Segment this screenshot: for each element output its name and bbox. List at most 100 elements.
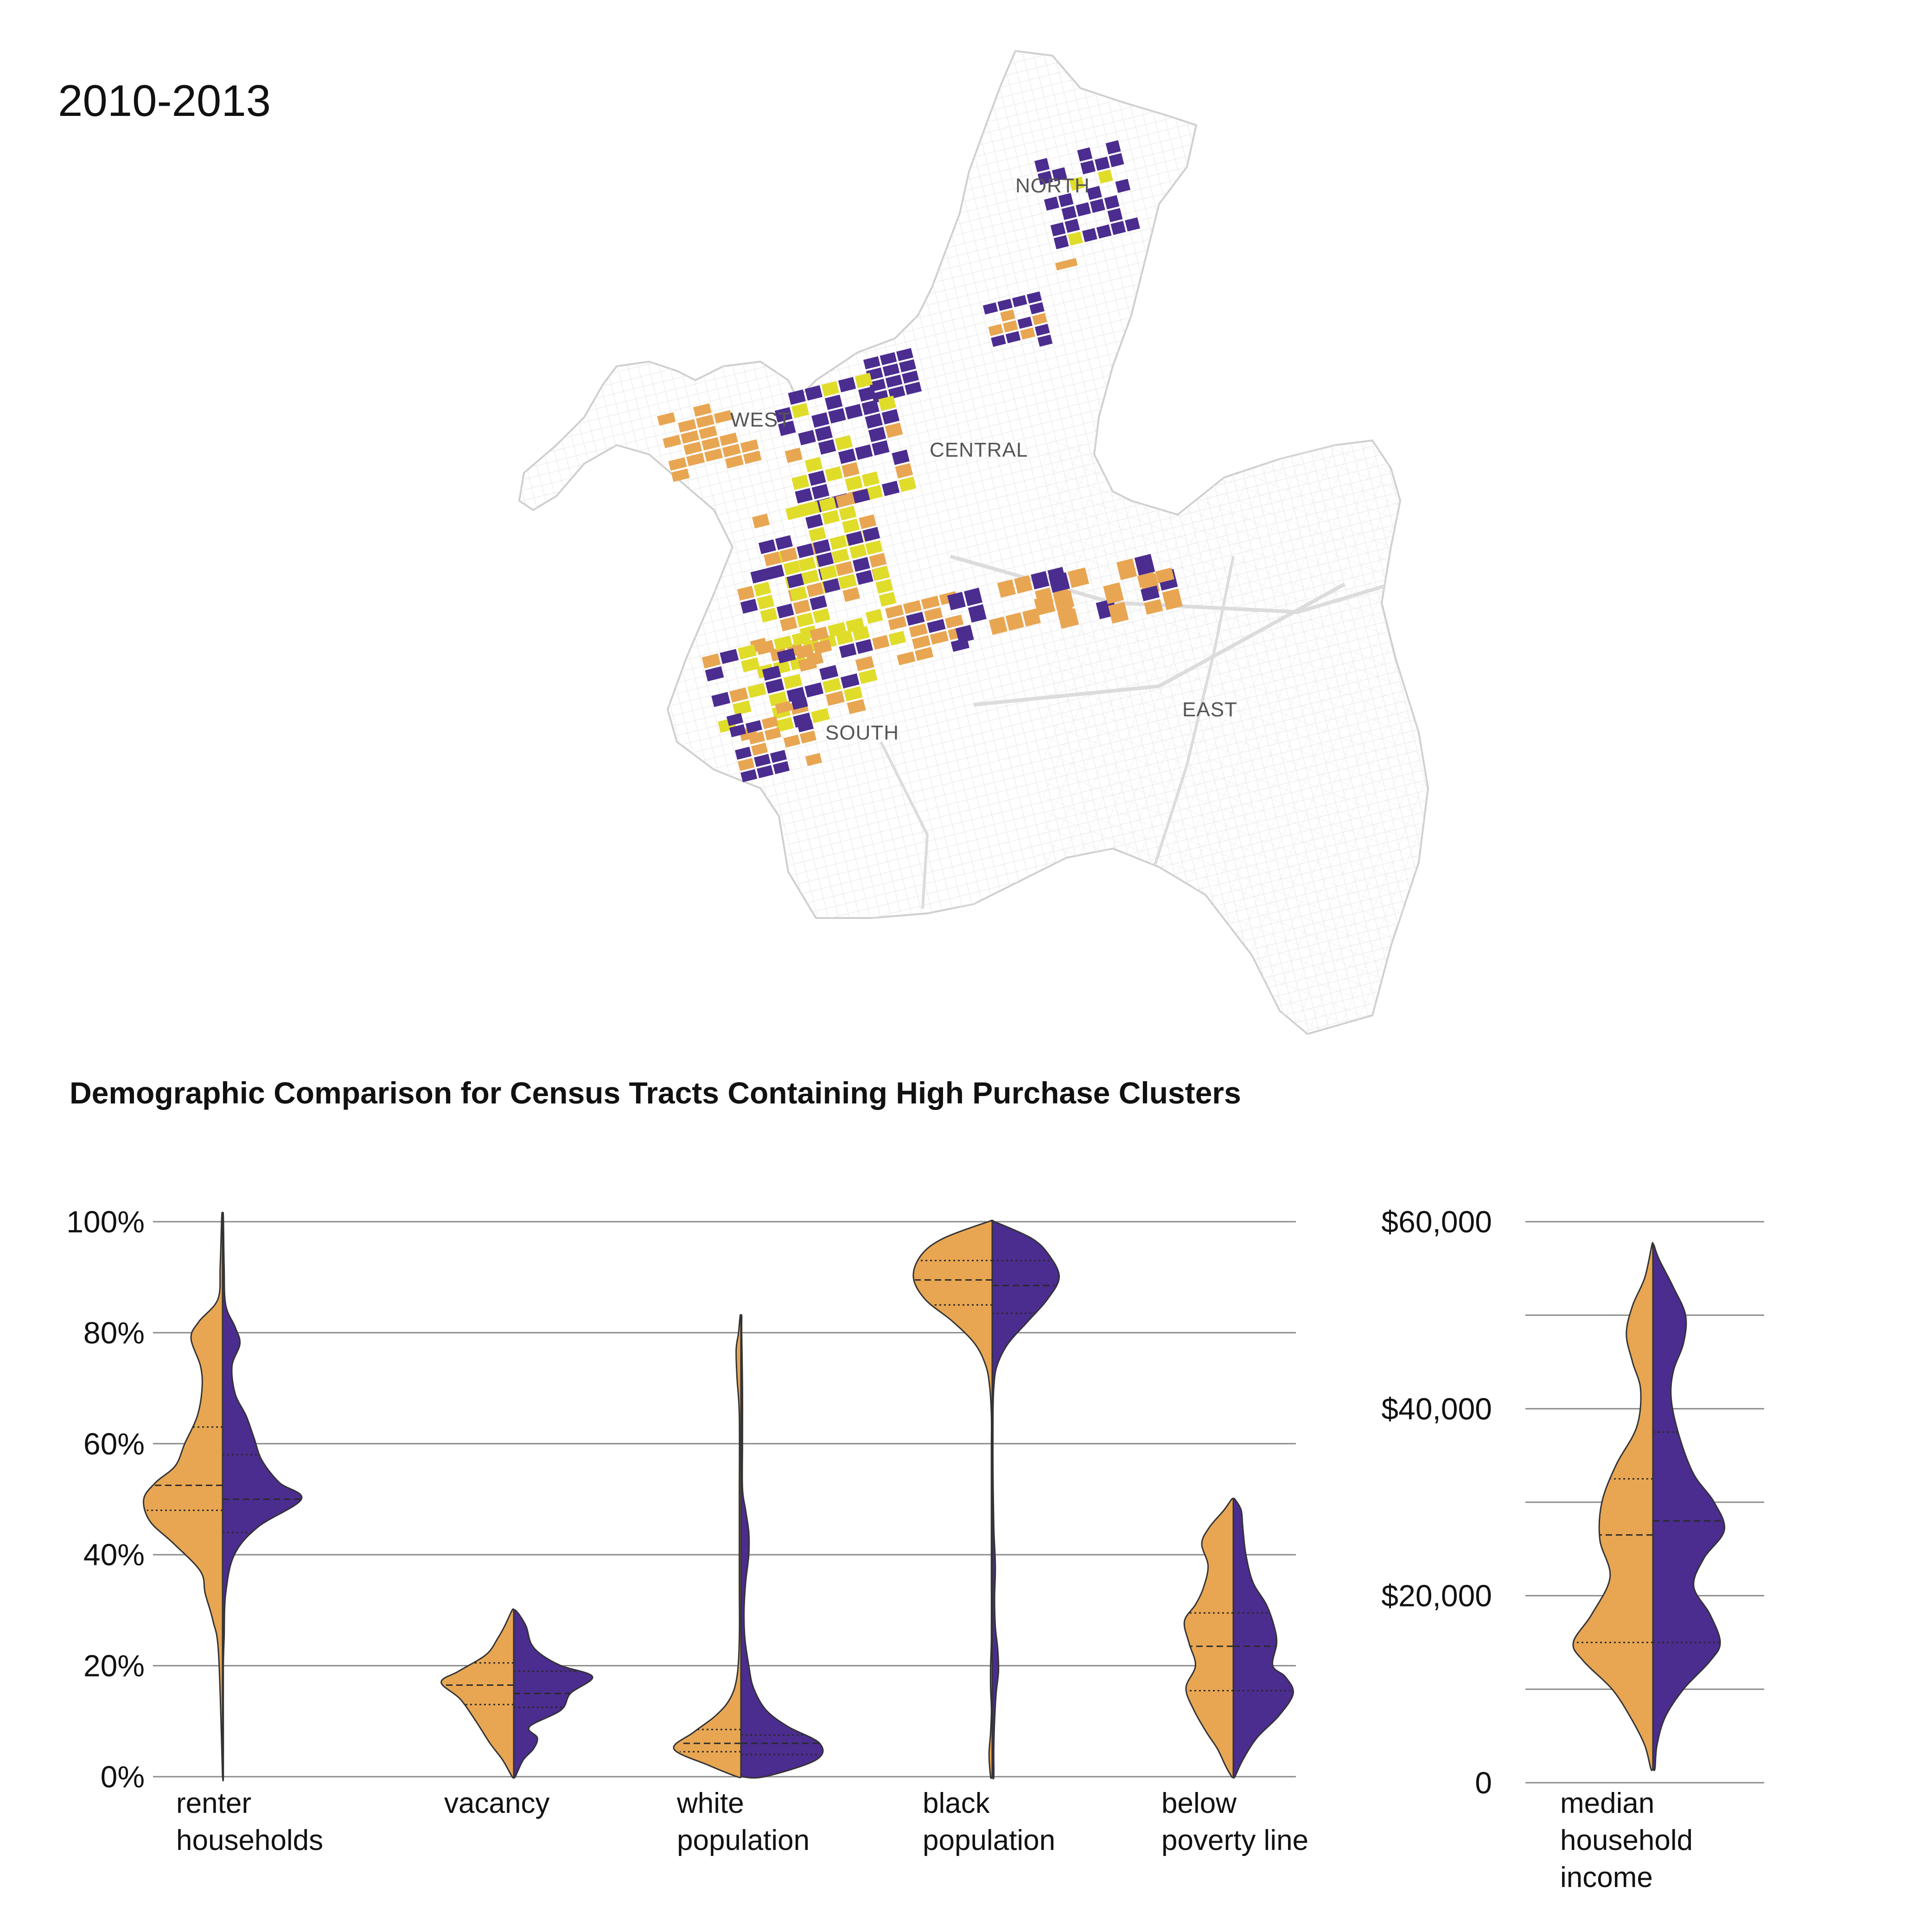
tract-block <box>805 753 823 766</box>
category-labels: renter households vacancy white population bl… <box>176 1787 1308 1856</box>
tract-block <box>1020 327 1035 340</box>
tract-block <box>1005 331 1021 344</box>
violin-half-purple <box>1232 1498 1294 1779</box>
tract-block <box>764 727 782 740</box>
map: NORTH WEST CENTRAL SOUTH EAST <box>518 50 1429 1035</box>
tract-block <box>1090 198 1105 213</box>
tract-block <box>748 731 765 745</box>
tract-block <box>872 440 890 456</box>
tract-block <box>828 408 846 424</box>
tract-block <box>872 566 890 581</box>
tract-block <box>846 531 864 546</box>
tract-block <box>740 599 758 614</box>
tract-block <box>1022 608 1041 627</box>
tract-block <box>885 422 903 438</box>
tract-block <box>1065 218 1080 233</box>
tract-block <box>842 518 860 534</box>
region-label-north: NORTH <box>1015 174 1090 197</box>
tract-block <box>780 547 798 562</box>
tract-block <box>828 622 847 638</box>
tract-block <box>726 713 744 726</box>
tract-block <box>865 485 883 501</box>
tract-block <box>852 488 870 504</box>
tract-block <box>882 363 900 377</box>
tract-block <box>835 492 854 508</box>
tract-block <box>799 730 816 744</box>
tract-block <box>791 403 810 419</box>
tract-block <box>804 385 823 401</box>
tract-block <box>774 407 793 423</box>
tract-block <box>747 683 766 698</box>
violin-panel-percent: 0% 20% 40% 60% 80% 100% renter households vacan… <box>66 1205 1308 1856</box>
tract-block <box>683 441 702 455</box>
tract-block <box>821 381 840 397</box>
y-axis-ticks: 0% 20% 40% 60% 80% 100% <box>66 1205 145 1794</box>
tract-clusters <box>657 140 1183 783</box>
y-tick-label: 40% <box>83 1537 145 1572</box>
tract-block <box>842 462 860 478</box>
tract-block <box>1055 258 1078 271</box>
tract-block <box>1162 588 1183 610</box>
tract-block <box>808 470 826 486</box>
tract-block <box>968 604 987 623</box>
tract-block <box>855 570 874 585</box>
region-label-central: CENTRAL <box>930 439 1028 461</box>
tract-block <box>741 657 760 673</box>
tract-block <box>1096 224 1112 239</box>
tract-block <box>775 535 793 550</box>
tract-block <box>835 435 853 451</box>
tract-block <box>859 514 877 529</box>
tract-block <box>745 720 763 733</box>
tract-block <box>896 348 913 361</box>
tract-block <box>1109 153 1124 167</box>
tract-block <box>740 769 758 783</box>
tract-block <box>804 457 823 472</box>
tract-block <box>842 587 861 602</box>
tract-block <box>855 444 873 460</box>
tract-block <box>888 631 906 646</box>
tract-block <box>798 556 816 572</box>
tract-block <box>766 564 784 580</box>
tract-block <box>822 510 840 525</box>
tract-block <box>906 612 925 626</box>
tract-block <box>729 687 749 703</box>
tract-block <box>729 724 746 738</box>
tract-block <box>855 639 874 654</box>
gridlines <box>153 1221 1296 1778</box>
tract-block <box>733 700 752 716</box>
tract-block <box>1155 567 1174 584</box>
tract-block <box>1050 222 1066 236</box>
tract-block <box>765 678 784 694</box>
tract-block <box>762 665 781 681</box>
tract-block <box>861 400 880 415</box>
tract-block <box>823 578 841 593</box>
tract-block <box>783 734 801 748</box>
tract-block <box>791 631 811 646</box>
y-tick-label: 60% <box>83 1427 145 1461</box>
tract-block <box>1061 205 1077 220</box>
tract-block <box>897 651 916 665</box>
tract-block <box>826 690 845 706</box>
tract-block <box>1053 590 1075 611</box>
tract-block <box>955 625 974 644</box>
tract-block <box>791 696 808 710</box>
tract-block <box>757 765 774 778</box>
category-labels: median household income <box>1560 1787 1693 1894</box>
y-tick-label: 100% <box>66 1205 145 1239</box>
tract-block <box>802 501 820 516</box>
tract-block <box>657 412 676 426</box>
tract-block <box>750 568 768 584</box>
tract-block <box>1105 140 1121 154</box>
y-tick-label: $20,000 <box>1381 1579 1492 1613</box>
tract-block <box>1012 295 1027 307</box>
tract-block <box>1029 302 1045 315</box>
tract-block <box>810 595 827 611</box>
tract-block <box>878 395 896 411</box>
violin-half-orange <box>912 1219 994 1779</box>
tract-block <box>1069 176 1085 191</box>
tract-block <box>813 608 830 624</box>
street-network <box>519 51 1428 1034</box>
tract-block <box>693 403 712 417</box>
split-violin <box>1572 1242 1726 1771</box>
category-label: below poverty line <box>1161 1787 1308 1856</box>
